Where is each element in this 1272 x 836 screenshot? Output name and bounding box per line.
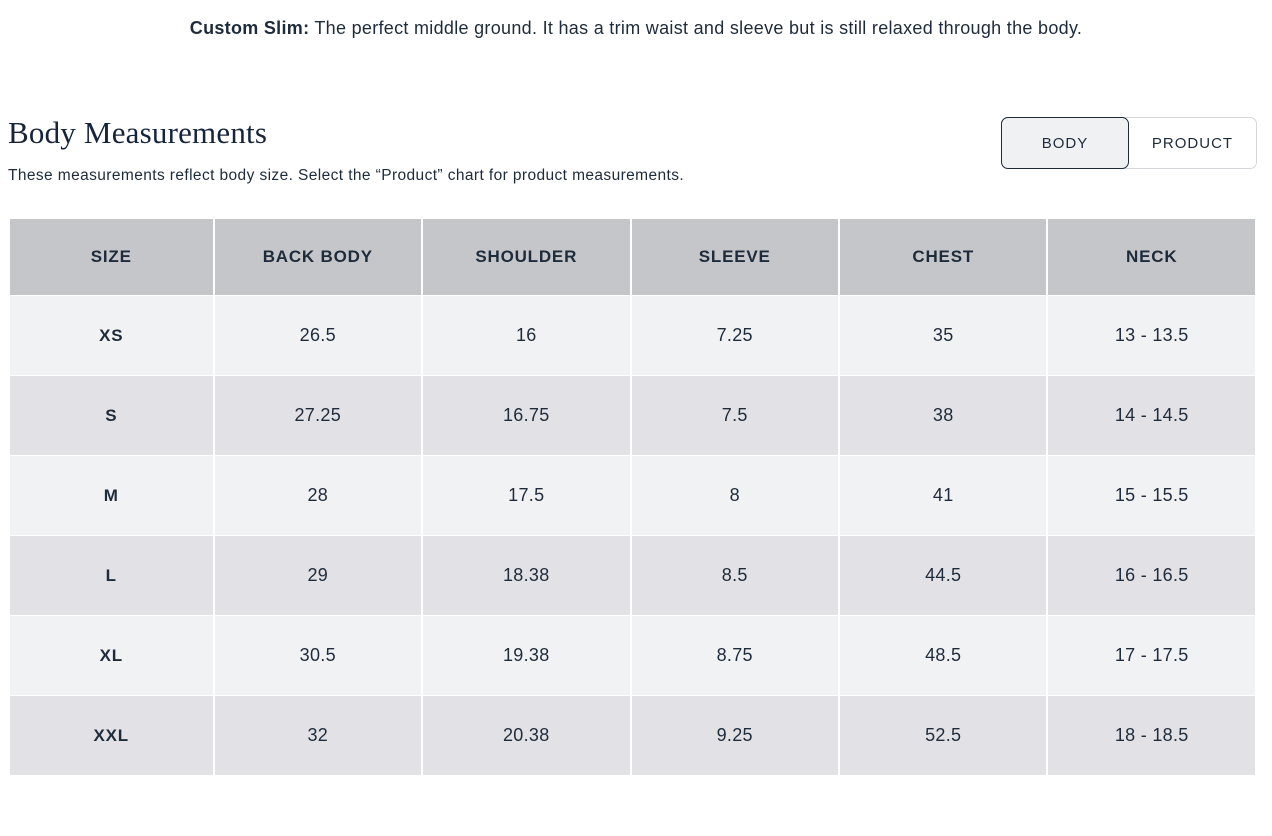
measurement-cell: 14 - 14.5	[1048, 376, 1255, 455]
fit-name: Custom Slim:	[189, 18, 310, 38]
measurement-cell: 41	[839, 456, 1047, 535]
measurement-cell: 30.5	[214, 616, 422, 695]
measurement-cell: 26.5	[214, 296, 422, 375]
measurement-cell: 29	[214, 536, 422, 615]
fit-description: Custom Slim: The perfect middle ground. …	[81, 0, 1191, 43]
measurement-cell: 52.5	[839, 696, 1047, 775]
measurement-cell: 8.5	[631, 536, 838, 615]
measurement-cell: 8.75	[631, 616, 838, 695]
measurement-cell: 8	[631, 456, 838, 535]
tab-product[interactable]: PRODUCT	[1129, 118, 1256, 168]
size-cell: XS	[10, 296, 213, 375]
size-cell: M	[10, 456, 213, 535]
measurement-cell: 18.38	[423, 536, 630, 615]
measurement-cell: 20.38	[423, 696, 630, 775]
table-header-row: SIZE BACK BODY SHOULDER SLEEVE CHEST NEC…	[10, 219, 1255, 295]
measurement-cell: 16 - 16.5	[1048, 536, 1255, 615]
measurement-cell: 16	[423, 296, 630, 375]
table-row-l: L 29 18.38 8.5 44.5 16 - 16.5	[10, 536, 1255, 615]
table-row-xxl: XXL 32 20.38 9.25 52.5 18 - 18.5	[10, 696, 1255, 775]
size-cell: L	[10, 536, 213, 615]
size-cell: XXL	[10, 696, 213, 775]
chart-type-toggle: BODY PRODUCT	[1001, 117, 1257, 169]
measurement-cell: 27.25	[214, 376, 422, 455]
measurement-cell: 7.5	[631, 376, 838, 455]
measurement-cell: 13 - 13.5	[1048, 296, 1255, 375]
measurement-cell: 17 - 17.5	[1048, 616, 1255, 695]
section-header: Body Measurements These measurements ref…	[8, 115, 1257, 192]
measurement-cell: 48.5	[839, 616, 1047, 695]
section-header-left: Body Measurements These measurements ref…	[8, 115, 684, 192]
column-header-shoulder: SHOULDER	[423, 219, 630, 295]
column-header-size: SIZE	[10, 219, 213, 295]
size-guide-page: Custom Slim: The perfect middle ground. …	[8, 0, 1257, 776]
column-header-sleeve: SLEEVE	[631, 219, 838, 295]
measurement-cell: 38	[839, 376, 1047, 455]
page-title: Body Measurements	[8, 115, 268, 150]
measurement-cell: 18 - 18.5	[1048, 696, 1255, 775]
measurement-cell: 15 - 15.5	[1048, 456, 1255, 535]
tab-body[interactable]: BODY	[1001, 117, 1129, 169]
table-row-xl: XL 30.5 19.38 8.75 48.5 17 - 17.5	[10, 616, 1255, 695]
size-cell: S	[10, 376, 213, 455]
table-row-s: S 27.25 16.75 7.5 38 14 - 14.5	[10, 376, 1255, 455]
column-header-back-body: BACK BODY	[214, 219, 422, 295]
measurement-cell: 17.5	[423, 456, 630, 535]
column-header-chest: CHEST	[839, 219, 1047, 295]
measurement-cell: 9.25	[631, 696, 838, 775]
column-header-neck: NECK	[1048, 219, 1255, 295]
measurement-cell: 16.75	[423, 376, 630, 455]
measurement-cell: 7.25	[631, 296, 838, 375]
table-row-xs: XS 26.5 16 7.25 35 13 - 13.5	[10, 296, 1255, 375]
measurement-cell: 19.38	[423, 616, 630, 695]
size-cell: XL	[10, 616, 213, 695]
fit-description-text: The perfect middle ground. It has a trim…	[309, 18, 1083, 38]
table-row-m: M 28 17.5 8 41 15 - 15.5	[10, 456, 1255, 535]
measurement-cell: 32	[214, 696, 422, 775]
measurement-cell: 35	[839, 296, 1047, 375]
measurement-cell: 44.5	[839, 536, 1047, 615]
body-measurements-table: SIZE BACK BODY SHOULDER SLEEVE CHEST NEC…	[8, 218, 1257, 776]
measurement-cell: 28	[214, 456, 422, 535]
section-subtitle: These measurements reflect body size. Se…	[8, 167, 685, 184]
